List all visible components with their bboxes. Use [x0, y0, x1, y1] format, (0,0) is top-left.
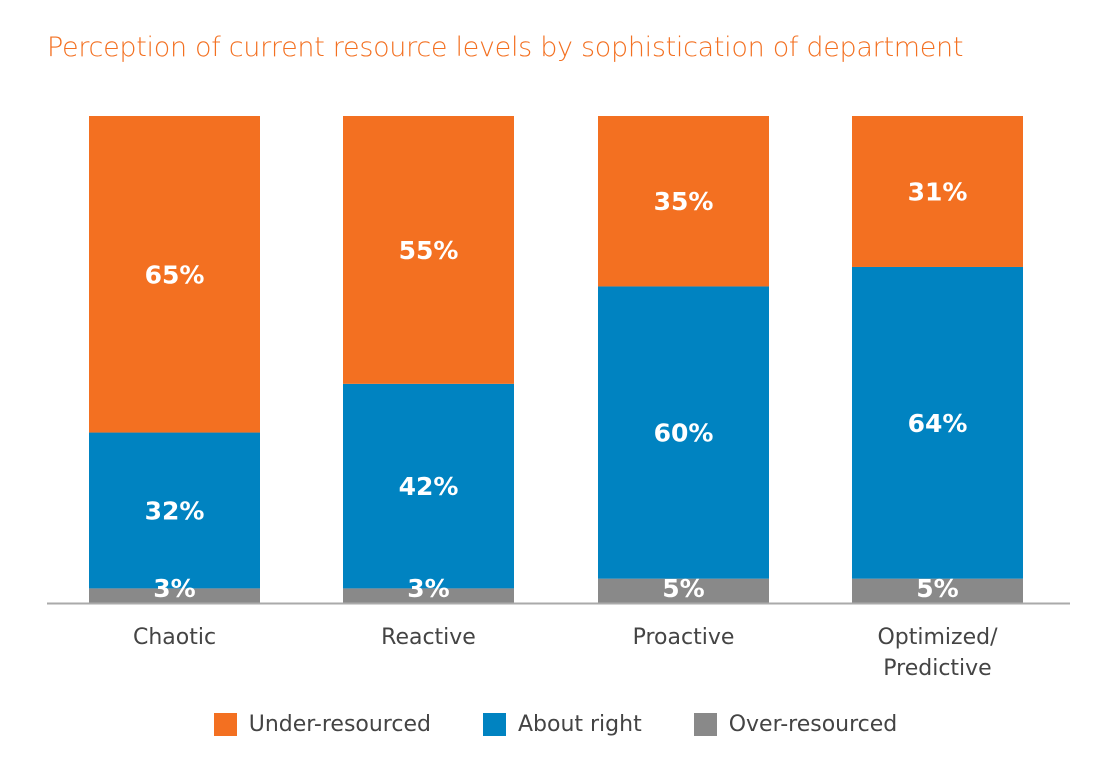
legend-label: Under-resourced — [248, 712, 431, 737]
bar-segment-over-resourced — [852, 578, 1023, 603]
bar-segment-about-right — [343, 383, 514, 589]
x-tick-label: Predictive — [883, 656, 991, 681]
x-tick-label: Chaotic — [133, 625, 216, 650]
data-label: 5% — [662, 574, 704, 603]
bar-segment-about-right — [598, 286, 769, 579]
bar-segment-about-right — [89, 432, 260, 589]
data-label: 3% — [153, 574, 195, 603]
legend-item: Under-resourced — [213, 712, 431, 737]
data-label: 3% — [407, 574, 449, 603]
x-tick-label: Reactive — [381, 625, 476, 650]
bar-segment-over-resourced — [343, 588, 514, 603]
legend-swatch — [693, 713, 717, 736]
bar-segment-over-resourced — [89, 588, 260, 603]
bar-segment-under-resourced — [598, 116, 769, 287]
legend-label: About right — [517, 712, 642, 737]
bar-segment-under-resourced — [852, 116, 1023, 267]
bar-segment-under-resourced — [89, 116, 260, 433]
legend: Under-resourced About right Over-resourced — [0, 712, 1111, 737]
data-label: 55% — [399, 236, 459, 265]
data-label: 35% — [654, 187, 714, 216]
bar-segment-over-resourced — [598, 578, 769, 603]
legend-swatch — [482, 713, 506, 736]
legend-item: Over-resourced — [693, 712, 898, 737]
data-label: 31% — [908, 177, 968, 206]
data-label: 64% — [908, 409, 968, 438]
legend-swatch — [213, 713, 237, 736]
x-tick-label: Proactive — [633, 625, 735, 650]
chart-title: Perception of current resource levels by… — [47, 32, 964, 63]
bar-segment-about-right — [852, 266, 1023, 579]
data-label: 5% — [916, 574, 958, 603]
bar-segment-under-resourced — [343, 116, 514, 384]
data-label: 32% — [145, 496, 205, 525]
data-label: 42% — [399, 472, 459, 501]
data-label: 60% — [654, 419, 714, 448]
x-tick-label: Optimized/ — [877, 625, 998, 650]
legend-item: About right — [482, 712, 642, 737]
data-label: 65% — [145, 260, 205, 289]
legend-label: Over-resourced — [728, 712, 898, 737]
